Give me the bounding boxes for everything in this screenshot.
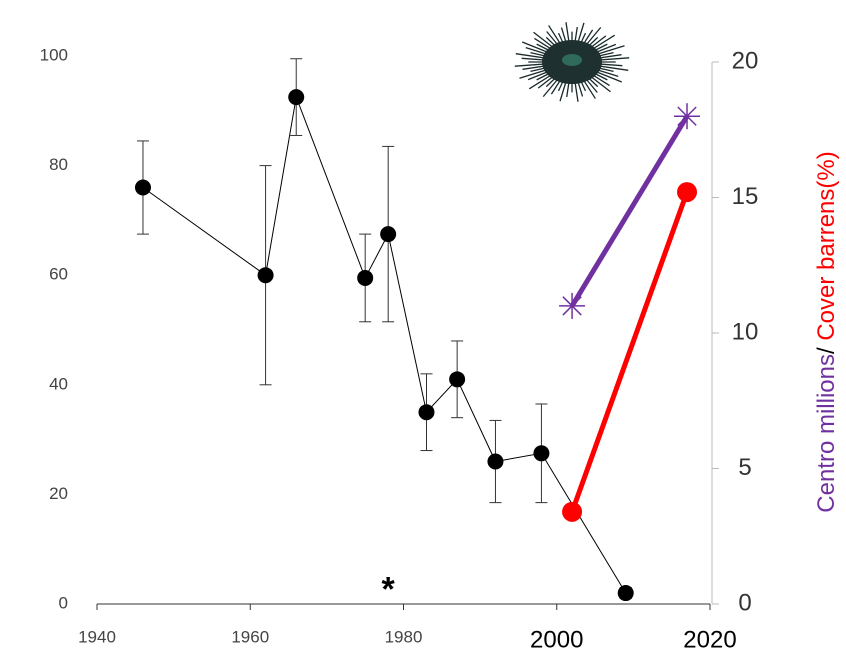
urchin-icon bbox=[514, 22, 630, 102]
point bbox=[677, 182, 698, 203]
point bbox=[674, 103, 701, 130]
y2-tick-label: 5 bbox=[738, 454, 751, 481]
x-tick-label: 2020 bbox=[683, 626, 736, 653]
point bbox=[357, 269, 374, 286]
y2-axis-title-part: / bbox=[813, 341, 840, 354]
y2-axis-title-part: Cover barrens(%) bbox=[813, 151, 840, 340]
point bbox=[449, 371, 466, 388]
y2-tick-label: 15 bbox=[732, 183, 759, 210]
series-line bbox=[142, 95, 627, 594]
x-tick-label: 1980 bbox=[385, 627, 423, 646]
point bbox=[288, 89, 305, 106]
y-tick-label: 20 bbox=[49, 484, 68, 503]
x-tick-label: 1960 bbox=[231, 627, 269, 646]
series-line bbox=[569, 114, 690, 308]
annotation: * bbox=[382, 571, 396, 609]
x-tick-label: 1940 bbox=[78, 627, 116, 646]
series-line bbox=[569, 191, 690, 513]
point bbox=[134, 179, 151, 196]
y-tick-label: 40 bbox=[49, 374, 68, 393]
y2-tick-label: 10 bbox=[732, 318, 759, 345]
point bbox=[533, 445, 550, 462]
y2-axis-title-part: Centro millions bbox=[813, 354, 840, 513]
point bbox=[617, 585, 634, 602]
y-tick-label: 0 bbox=[59, 593, 68, 612]
point bbox=[380, 226, 397, 243]
y-tick-label: 100 bbox=[40, 45, 68, 64]
point bbox=[562, 501, 583, 522]
y-tick-label: 60 bbox=[49, 265, 68, 284]
y2-tick-label: 20 bbox=[732, 47, 759, 74]
point bbox=[559, 292, 586, 319]
point bbox=[487, 453, 504, 470]
point-stroke bbox=[677, 106, 697, 126]
x-tick-label: 2000 bbox=[530, 626, 583, 653]
point bbox=[418, 404, 435, 421]
y-tick-label: 80 bbox=[49, 155, 68, 174]
y2-axis-title: Centro millions/ Cover barrens(%) bbox=[813, 151, 840, 512]
y2-tick-label: 0 bbox=[738, 589, 751, 616]
point bbox=[257, 267, 274, 284]
point-stroke bbox=[562, 296, 582, 316]
